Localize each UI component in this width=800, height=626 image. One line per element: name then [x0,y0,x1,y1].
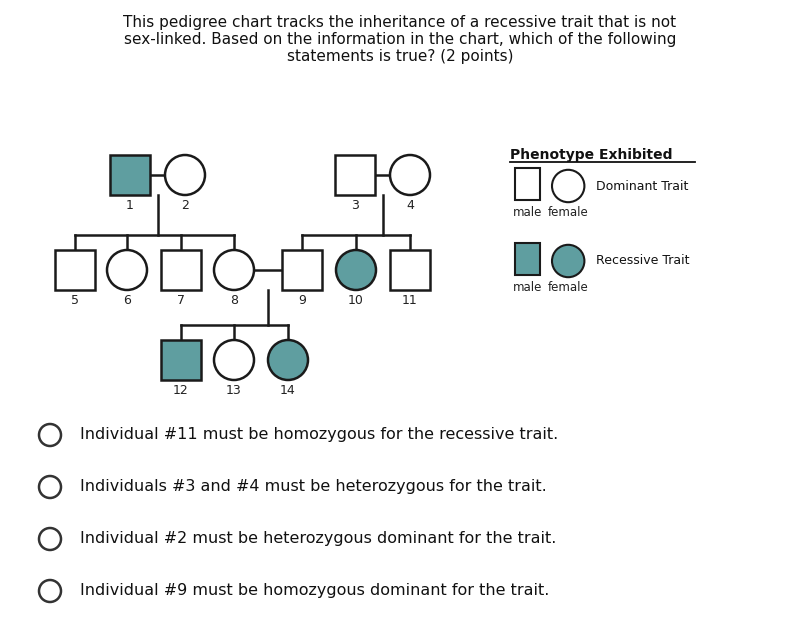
Circle shape [39,424,61,446]
Text: Recessive Trait: Recessive Trait [596,255,690,267]
Text: 12: 12 [173,384,189,397]
Text: female: female [548,281,589,294]
Text: Individual #2 must be heterozygous dominant for the trait.: Individual #2 must be heterozygous domin… [80,531,556,546]
Ellipse shape [214,340,254,380]
Text: 3: 3 [351,199,359,212]
Text: 5: 5 [71,294,79,307]
Text: 1: 1 [126,199,134,212]
Bar [161,250,201,290]
Text: This pedigree chart tracks the inheritance of a recessive trait that is not: This pedigree chart tracks the inheritan… [123,15,677,30]
Text: 7: 7 [177,294,185,307]
Bar [282,250,322,290]
Bar [515,243,540,275]
Bar [161,340,201,380]
Text: Individual #9 must be homozygous dominant for the trait.: Individual #9 must be homozygous dominan… [80,583,550,598]
Text: 13: 13 [226,384,242,397]
Ellipse shape [552,245,585,277]
Ellipse shape [268,340,308,380]
Ellipse shape [336,250,376,290]
Circle shape [39,476,61,498]
Circle shape [39,580,61,602]
Text: 11: 11 [402,294,418,307]
Text: statements is true? (2 points): statements is true? (2 points) [286,49,514,64]
Text: male: male [513,206,542,219]
Ellipse shape [107,250,147,290]
Text: 8: 8 [230,294,238,307]
Text: 4: 4 [406,199,414,212]
Bar [515,168,540,200]
Ellipse shape [390,155,430,195]
Bar [335,155,375,195]
Text: 14: 14 [280,384,296,397]
Circle shape [39,528,61,550]
Text: Individuals #3 and #4 must be heterozygous for the trait.: Individuals #3 and #4 must be heterozygo… [80,480,546,495]
Text: 9: 9 [298,294,306,307]
Bar [55,250,95,290]
Text: sex-linked. Based on the information in the chart, which of the following: sex-linked. Based on the information in … [124,32,676,47]
Text: male: male [513,281,542,294]
Text: female: female [548,206,589,219]
Bar [110,155,150,195]
Ellipse shape [165,155,205,195]
Ellipse shape [552,170,585,202]
Text: Phenotype Exhibited: Phenotype Exhibited [510,148,673,162]
Ellipse shape [214,250,254,290]
Text: 6: 6 [123,294,131,307]
Text: 10: 10 [348,294,364,307]
Text: 2: 2 [181,199,189,212]
Bar [390,250,430,290]
Text: Dominant Trait: Dominant Trait [596,180,689,193]
Text: Individual #11 must be homozygous for the recessive trait.: Individual #11 must be homozygous for th… [80,428,558,443]
